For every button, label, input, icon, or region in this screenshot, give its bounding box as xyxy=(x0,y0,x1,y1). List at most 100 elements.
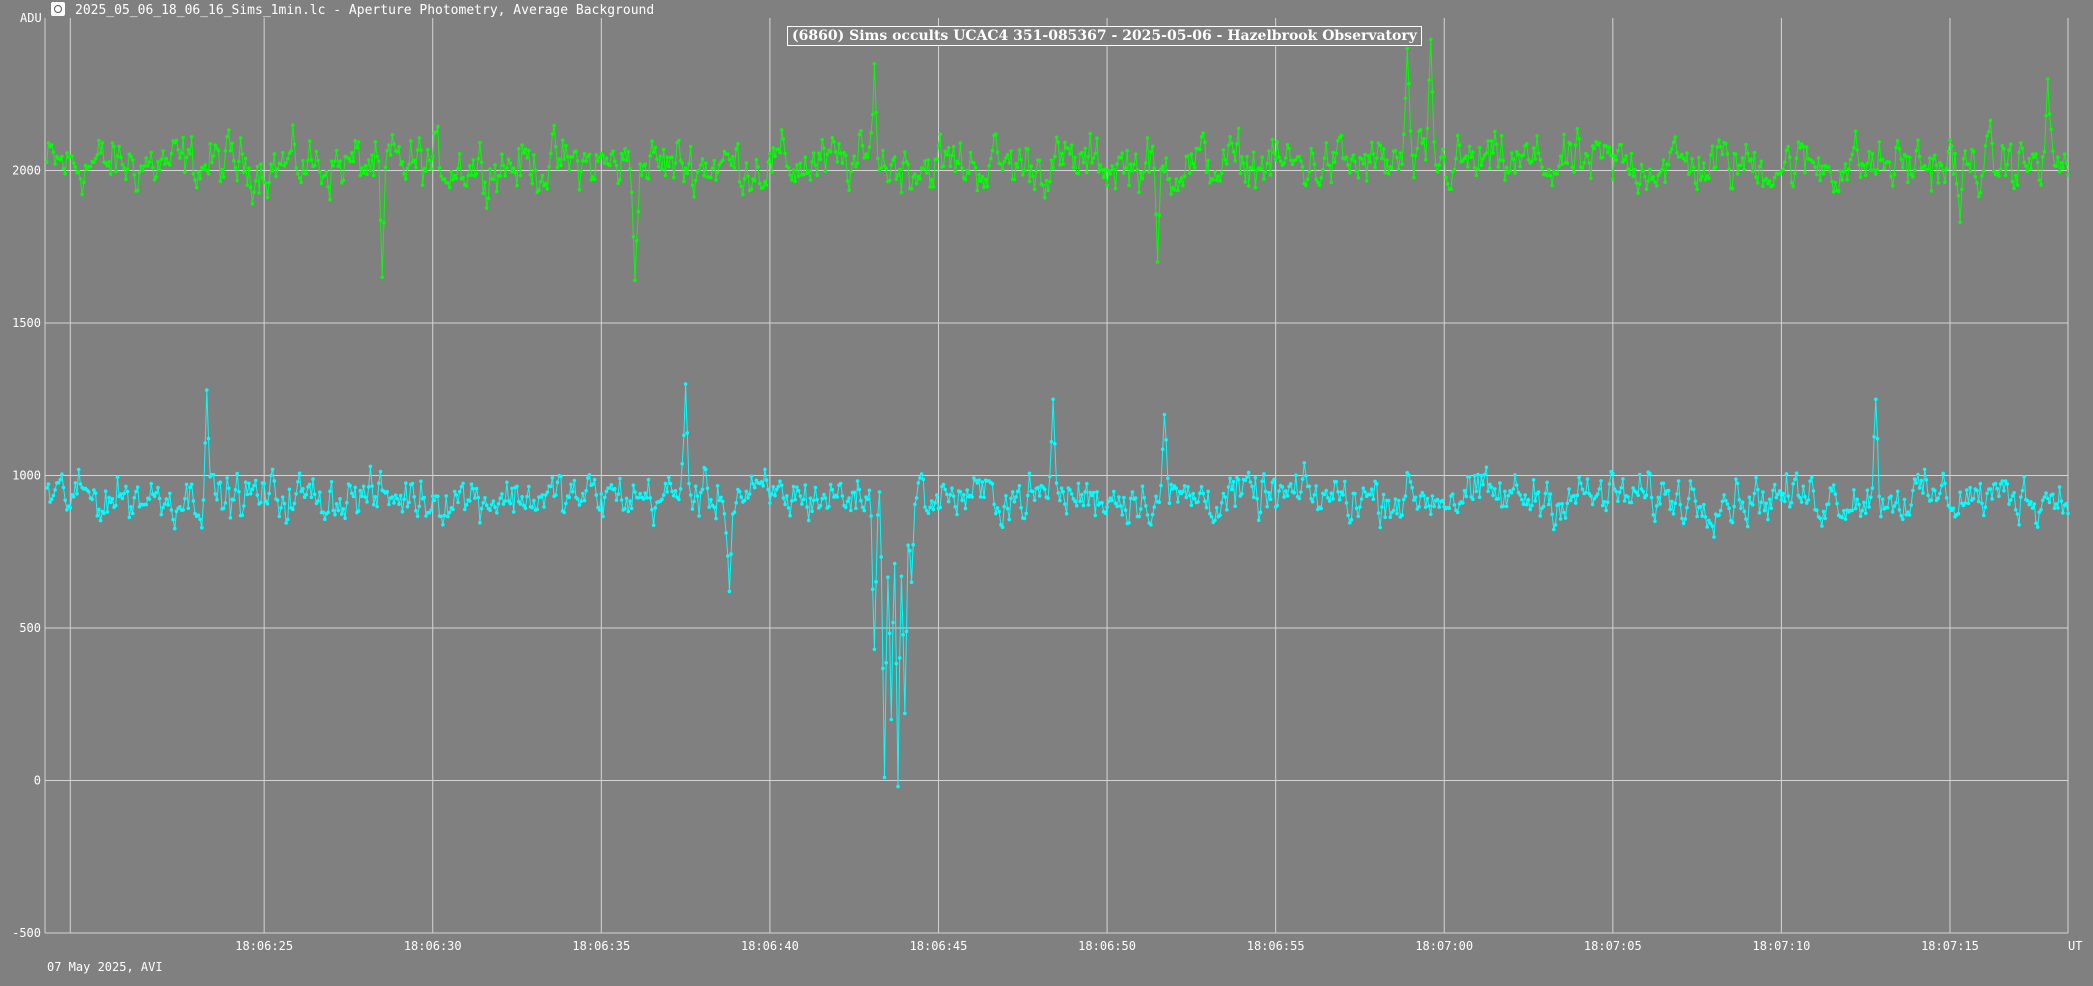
data-point xyxy=(692,195,696,199)
data-point xyxy=(135,485,140,490)
data-point xyxy=(1850,152,1854,157)
data-point xyxy=(1828,169,1833,173)
data-point xyxy=(935,157,939,161)
data-point xyxy=(867,145,872,149)
data-point xyxy=(60,472,64,477)
data-point xyxy=(1181,489,1185,494)
data-point xyxy=(1206,158,1210,163)
data-point xyxy=(732,165,737,170)
data-point xyxy=(1789,181,1794,185)
data-point xyxy=(1398,151,1403,155)
data-point xyxy=(1700,174,1704,179)
data-point xyxy=(943,487,947,492)
data-point xyxy=(1275,503,1280,508)
data-point xyxy=(687,161,691,166)
data-point xyxy=(1830,179,1834,184)
data-point xyxy=(1626,495,1630,499)
data-point xyxy=(252,190,256,195)
data-point xyxy=(879,166,883,170)
data-point xyxy=(1547,167,1551,172)
data-point xyxy=(398,162,403,167)
data-point xyxy=(771,146,776,150)
data-point xyxy=(1803,170,1807,175)
data-point xyxy=(1300,165,1305,169)
data-point xyxy=(776,484,781,489)
data-point xyxy=(1917,154,1922,159)
data-point xyxy=(670,155,674,160)
data-point xyxy=(1307,170,1312,174)
data-point xyxy=(68,506,73,510)
data-point xyxy=(1936,496,1940,501)
data-point xyxy=(1066,146,1071,151)
data-point xyxy=(1826,502,1831,506)
data-point xyxy=(1226,143,1231,147)
data-point xyxy=(1895,138,1900,143)
data-point xyxy=(1004,494,1008,498)
data-point xyxy=(1916,138,1920,142)
data-point xyxy=(457,152,462,156)
data-point xyxy=(348,159,352,164)
data-point xyxy=(328,197,332,202)
data-point xyxy=(1267,149,1271,153)
data-point xyxy=(161,505,165,510)
data-point xyxy=(673,489,678,493)
data-point xyxy=(894,661,899,666)
data-point xyxy=(178,156,182,160)
data-point xyxy=(1616,499,1620,504)
data-point xyxy=(1000,525,1005,529)
data-point xyxy=(1098,163,1103,167)
data-point xyxy=(1053,441,1057,446)
data-point xyxy=(1813,165,1817,169)
data-point xyxy=(1968,169,1972,174)
data-point xyxy=(579,499,583,504)
data-point xyxy=(1096,170,1101,174)
data-point xyxy=(51,493,56,498)
data-point xyxy=(71,494,76,499)
data-point xyxy=(901,633,905,637)
data-point xyxy=(1531,478,1536,482)
data-point xyxy=(1319,506,1323,511)
data-point xyxy=(795,163,799,167)
data-point xyxy=(1250,484,1254,489)
data-point xyxy=(1501,158,1505,163)
data-point xyxy=(1277,489,1281,493)
data-point xyxy=(1182,174,1187,179)
data-point xyxy=(537,188,541,192)
data-point xyxy=(1724,141,1728,146)
data-point xyxy=(982,495,986,500)
data-point xyxy=(424,514,428,518)
data-point xyxy=(1100,500,1104,505)
data-point xyxy=(309,157,314,162)
data-point xyxy=(1427,78,1431,82)
data-point xyxy=(1649,495,1654,500)
data-point xyxy=(1356,176,1361,180)
data-point xyxy=(714,178,718,182)
data-point xyxy=(990,481,995,486)
data-point xyxy=(555,480,560,485)
data-point xyxy=(1122,171,1126,175)
data-point xyxy=(1128,496,1133,501)
data-point xyxy=(107,160,111,164)
data-point xyxy=(1572,170,1576,174)
data-point xyxy=(419,479,423,484)
data-point xyxy=(1988,487,1993,491)
data-point xyxy=(796,174,801,179)
data-point xyxy=(1509,151,1514,155)
data-point xyxy=(314,149,319,154)
data-point xyxy=(1629,500,1634,505)
data-point xyxy=(468,499,472,503)
data-point xyxy=(1858,175,1863,180)
data-point xyxy=(1150,512,1155,517)
data-point xyxy=(141,168,145,172)
data-point xyxy=(1592,146,1597,151)
data-point xyxy=(129,154,133,159)
data-point xyxy=(1840,515,1844,520)
data-point xyxy=(891,158,895,162)
data-point xyxy=(1548,173,1553,178)
data-point xyxy=(1916,472,1920,477)
data-point xyxy=(178,505,182,509)
data-point xyxy=(1777,489,1782,493)
data-point xyxy=(1327,163,1332,168)
data-point xyxy=(1840,178,1844,182)
data-point xyxy=(149,150,153,155)
